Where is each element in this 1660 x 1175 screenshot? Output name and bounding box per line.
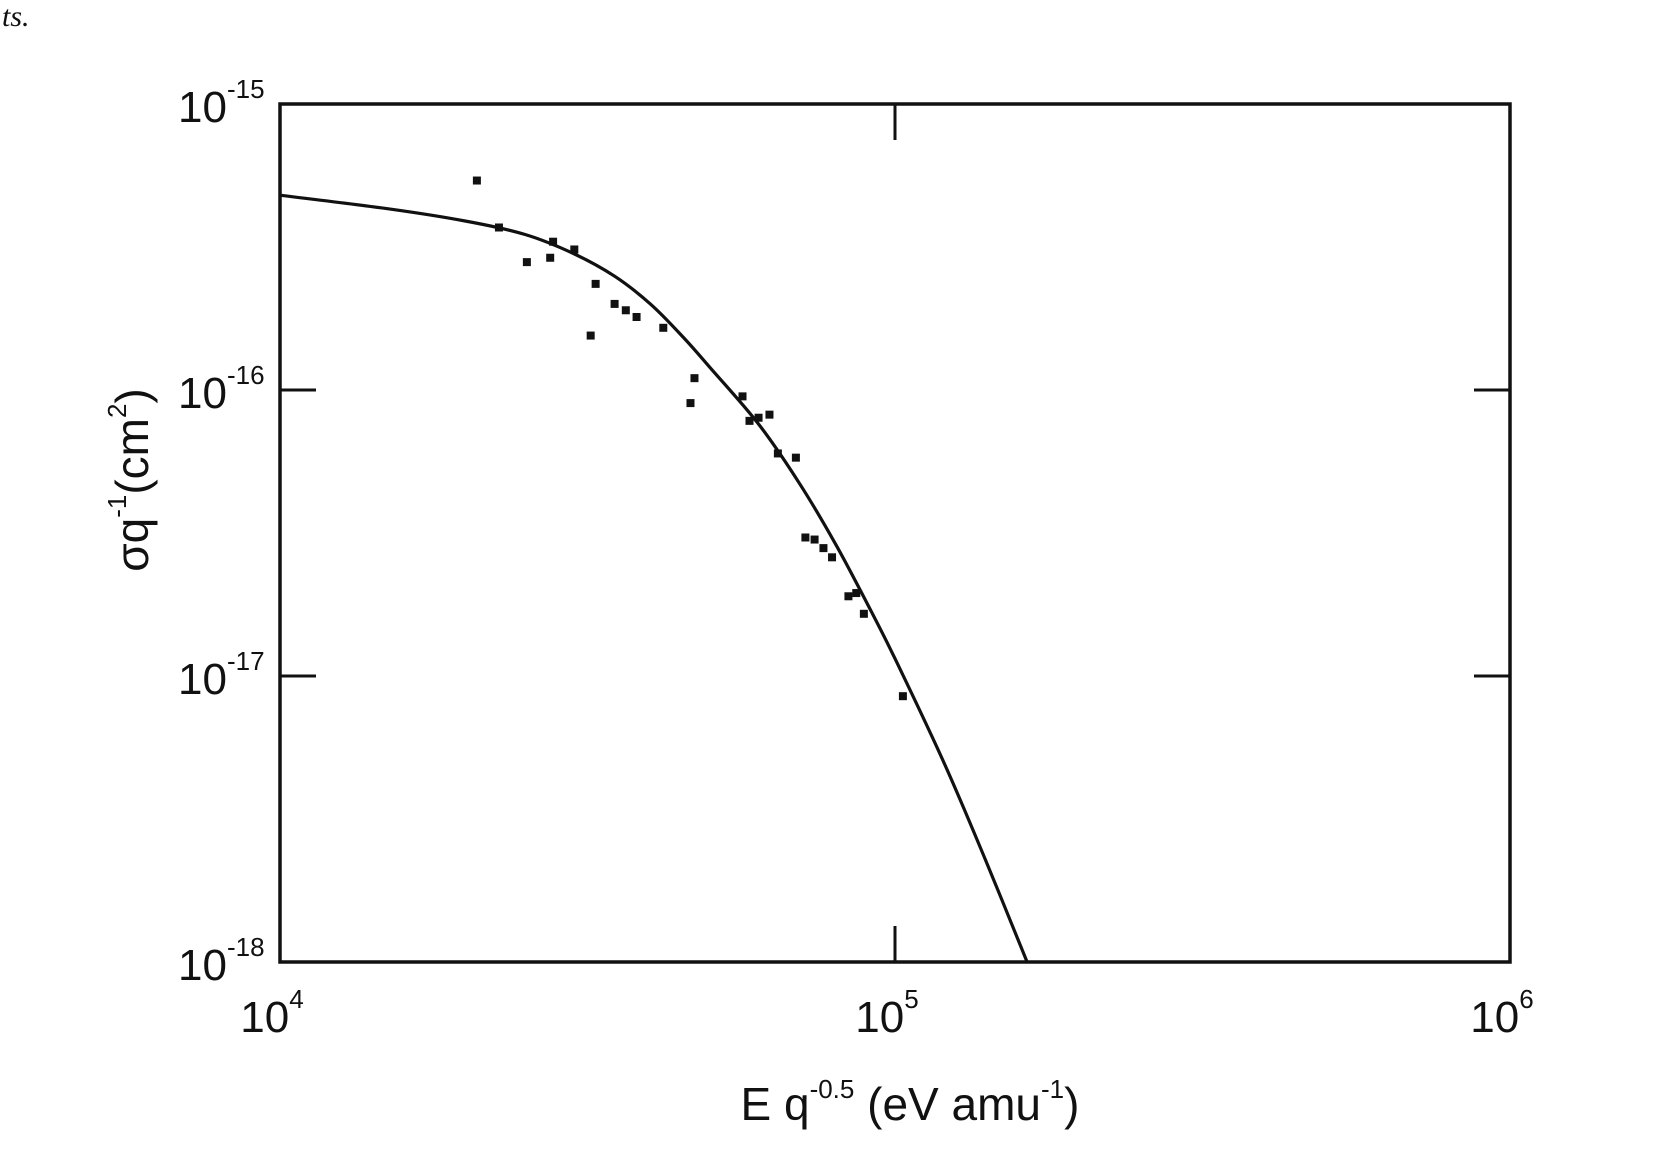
y-tick-label-exponent: -17 <box>227 646 265 676</box>
data-point <box>591 279 600 288</box>
data-point <box>570 245 579 254</box>
y-axis-title-unit: (cm <box>106 418 158 495</box>
y-tick-label-exponent: -16 <box>227 360 265 390</box>
x-tick-label: 105 <box>855 984 918 1042</box>
data-point <box>472 176 481 185</box>
data-point <box>546 253 555 262</box>
x-axis-title-exponent: -0.5 <box>810 1074 855 1104</box>
y-tick-label-exponent: -18 <box>227 932 265 962</box>
x-axis-title: E q-0.5 (eV amu-1) <box>741 1074 1080 1130</box>
y-tick-label-base: 10 <box>178 369 227 418</box>
y-axis-title-close: ) <box>106 388 158 403</box>
x-tick-label: 104 <box>240 984 303 1042</box>
data-points <box>472 176 907 701</box>
y-tick-label-exponent: -15 <box>227 74 265 104</box>
data-point <box>549 237 558 246</box>
data-point <box>828 553 837 562</box>
data-point <box>859 609 868 618</box>
x-axis-title-main: E q <box>741 1078 810 1130</box>
y-tick-label-base: 10 <box>178 941 227 990</box>
y-tick-label: 10-18 <box>178 932 265 990</box>
x-tick-label-exponent: 5 <box>904 984 918 1014</box>
plot-frame <box>278 102 1512 964</box>
data-point <box>690 374 699 383</box>
data-point <box>659 323 668 332</box>
y-axis-title-main: σq <box>106 518 158 572</box>
y-tick-label: 10-16 <box>178 360 265 418</box>
page-text-fragment: ts. <box>2 0 30 33</box>
data-point <box>765 410 774 419</box>
data-point <box>610 299 619 308</box>
data-point <box>586 331 595 340</box>
fit-curve <box>279 193 1029 963</box>
y-axis-title: σq-1(cm2) <box>102 388 158 572</box>
y-tick-label-base: 10 <box>178 83 227 132</box>
y-tick-label-base: 10 <box>178 655 227 704</box>
data-point <box>621 306 630 315</box>
y-axis-title-exponent: -1 <box>102 495 132 518</box>
data-point <box>801 533 810 542</box>
x-tick-label-base: 10 <box>855 993 904 1042</box>
x-axis-title-unit-exponent: -1 <box>1041 1074 1064 1104</box>
data-point <box>791 453 800 462</box>
x-axis-title-unit: (eV amu <box>854 1078 1041 1130</box>
data-point <box>819 544 828 553</box>
x-tick-label-base: 10 <box>1470 993 1519 1042</box>
y-axis-title-unit-exponent: 2 <box>102 404 132 418</box>
x-axis-title-close: ) <box>1064 1078 1079 1130</box>
data-point <box>852 589 861 598</box>
x-tick-label-exponent: 4 <box>289 984 303 1014</box>
data-point <box>632 312 641 321</box>
data-point <box>686 399 695 408</box>
x-tick-label-exponent: 6 <box>1519 984 1533 1014</box>
y-tick-label: 10-17 <box>178 646 265 704</box>
data-point <box>738 392 747 401</box>
x-axis-ticks: 104 105 106 <box>240 104 1534 1042</box>
data-point <box>844 592 853 601</box>
data-point <box>754 413 763 422</box>
x-tick-label: 106 <box>1470 984 1533 1042</box>
data-point <box>522 258 531 267</box>
data-point <box>745 416 754 425</box>
y-tick-label: 10-15 <box>178 74 265 132</box>
x-tick-label-base: 10 <box>240 993 289 1042</box>
data-point <box>810 535 819 544</box>
data-point <box>898 692 907 701</box>
